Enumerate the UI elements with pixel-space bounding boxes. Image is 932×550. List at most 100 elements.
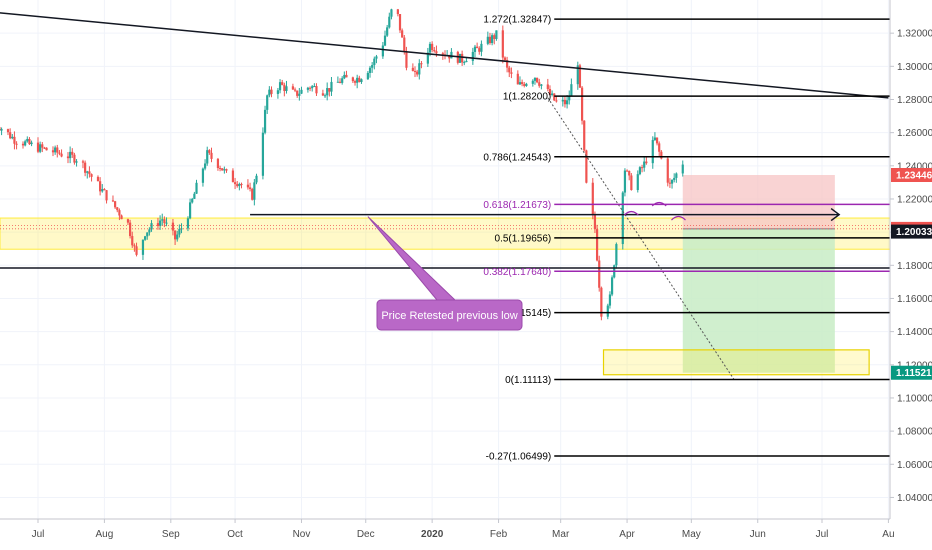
candle-body [283, 84, 286, 91]
candle-body [86, 171, 89, 173]
candle-body [491, 35, 494, 44]
fib-level-label: 0.5(1.19656) [495, 233, 552, 244]
candle-body [0, 129, 3, 131]
candle-body [636, 174, 639, 191]
candle-body [606, 305, 609, 317]
y-tick-label: 1.10000 [897, 393, 932, 404]
candle-body [510, 72, 513, 74]
candle-body [473, 46, 477, 52]
swing-arc [623, 210, 639, 216]
candle-body [488, 36, 492, 44]
fib-level-label: 1(1.28200) [503, 92, 551, 103]
candle-body [300, 89, 303, 94]
y-tick-label: 1.30000 [897, 62, 932, 73]
candle-body [315, 86, 318, 94]
candle-body [521, 82, 524, 85]
candle-body [531, 80, 534, 84]
candle-body [13, 136, 16, 144]
candle-body [308, 87, 312, 89]
candle-body [416, 71, 419, 75]
callout-text: Price Retested previous low [381, 310, 517, 322]
candle-body [131, 236, 134, 246]
candle-body [368, 67, 372, 73]
candle-body [195, 182, 198, 194]
candle-body [478, 48, 481, 52]
candle-body [608, 294, 612, 306]
candle-body [495, 30, 498, 39]
price-tag [891, 168, 932, 183]
candle-body [366, 72, 369, 80]
candle-body [240, 183, 243, 185]
candle-body [116, 207, 119, 211]
y-tick-label: 1.16000 [897, 294, 932, 305]
candle-body [133, 245, 136, 247]
candle-body [99, 181, 102, 192]
candle-body [591, 182, 594, 215]
candle-body [533, 77, 537, 81]
candle-body [306, 87, 310, 90]
candle-body [248, 187, 252, 190]
candle-body [563, 99, 567, 105]
candle-body [191, 198, 194, 203]
x-tick-label: 2020 [421, 529, 444, 540]
candle-body [418, 63, 421, 75]
candle-body [628, 170, 631, 176]
candle-body [203, 163, 207, 169]
candle-body [96, 176, 100, 182]
fibonacci-layer: 1.272(1.32847) 1(1.28200) 0.786(1.24543) 0.… [483, 15, 890, 463]
candle-body [15, 143, 18, 145]
candle-body [403, 37, 406, 52]
candle-body [580, 87, 584, 121]
swing-arc [671, 215, 686, 221]
candle-body [386, 27, 389, 36]
candle-body [26, 138, 29, 142]
candle-body [285, 86, 288, 91]
candle-body [621, 192, 624, 245]
x-tick-label: Oct [227, 529, 243, 540]
y-tick-label: 1.06000 [897, 460, 932, 471]
candle-body [276, 90, 280, 94]
candle-body [390, 9, 393, 17]
candle-body [540, 84, 543, 86]
candle-body [255, 175, 258, 183]
candle-body [576, 65, 579, 85]
candle-body [101, 189, 104, 192]
y-tick-label: 1.28000 [897, 95, 932, 106]
fib-diagonal [547, 97, 735, 380]
candle-body [570, 84, 573, 96]
candle-body [593, 214, 597, 230]
candle-body [71, 151, 74, 155]
candle-body [30, 142, 33, 145]
candle-body [178, 228, 181, 235]
x-tick-label: Jun [750, 529, 766, 540]
candle-body [173, 230, 177, 240]
candle-body [595, 229, 599, 261]
candle-body [135, 246, 138, 255]
candle-body [433, 50, 436, 52]
candle-body [441, 53, 444, 55]
candle-body [448, 54, 451, 59]
candle-body [336, 81, 339, 83]
candle-body [56, 147, 59, 153]
candle-body [450, 51, 453, 59]
candle-body [565, 100, 569, 105]
y-tick-label: 1.04000 [897, 493, 932, 504]
candle-body [120, 215, 123, 220]
candle-body [186, 218, 190, 229]
candle-body [165, 222, 168, 224]
candle-body [208, 150, 211, 153]
candle-body [345, 74, 348, 78]
candle-body [615, 244, 618, 266]
candle-body [431, 43, 434, 51]
candle-body [296, 90, 299, 96]
candle-body [358, 77, 361, 83]
fib-level-label: 0.618(1.21673) [483, 200, 551, 211]
candle-body [246, 184, 250, 188]
candle-body [630, 175, 633, 191]
y-tick-label: 1.18000 [897, 261, 932, 272]
y-tick-label: 1.24000 [897, 161, 932, 172]
candle-body [546, 84, 549, 89]
candle-body [598, 260, 601, 288]
